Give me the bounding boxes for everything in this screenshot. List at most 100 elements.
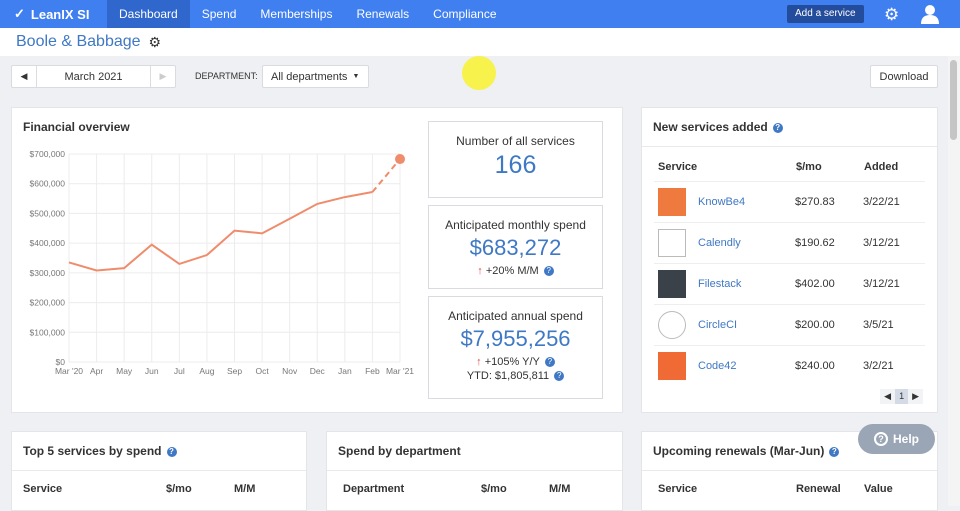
service-added: 3/22/21 <box>863 196 900 208</box>
col-service: Service <box>658 161 698 173</box>
col-mm: M/M <box>234 483 256 495</box>
service-link[interactable]: CircleCI <box>698 319 738 331</box>
download-button[interactable]: Download <box>870 65 938 88</box>
help-button[interactable]: ? Help <box>858 424 935 454</box>
service-link[interactable]: KnowBe4 <box>698 196 746 208</box>
page-scrollbar[interactable] <box>948 56 960 506</box>
service-link[interactable]: Code42 <box>698 360 737 372</box>
settings-gear-icon[interactable]: ⚙ <box>884 5 900 24</box>
dept-header: Department $/mo M/M <box>327 471 622 507</box>
department-dropdown[interactable]: All departments ▼ <box>262 65 369 88</box>
renewals-title-text: Upcoming renewals (Mar-Jun) <box>653 444 825 458</box>
help-icon[interactable]: ? <box>166 446 177 457</box>
service-logo-icon <box>658 188 686 216</box>
question-icon: ? <box>873 432 888 446</box>
new-service-row: KnowBe4 $270.83 3/22/21 <box>654 181 925 222</box>
service-link[interactable]: Calendly <box>698 237 741 249</box>
annual-spend-value: $7,955,256 <box>460 326 571 351</box>
service-added: 3/12/21 <box>863 237 900 249</box>
help-icon[interactable]: ? <box>829 446 840 457</box>
annual-spend-label: Anticipated annual spend <box>448 309 583 323</box>
services-count-card: Number of all services 166 <box>428 121 603 198</box>
col-renewal: Renewal <box>796 483 841 495</box>
y-tick-label: $700,000 <box>30 149 66 159</box>
cursor-highlight <box>462 56 496 90</box>
col-department: Department <box>343 483 405 495</box>
service-price: $190.62 <box>795 237 835 249</box>
y-tick-label: $200,000 <box>30 298 66 308</box>
department-value: All departments <box>271 70 348 83</box>
service-price: $240.00 <box>795 360 835 372</box>
service-logo-icon <box>658 311 686 339</box>
y-tick-label: $500,000 <box>30 208 66 218</box>
nav-compliance[interactable]: Compliance <box>433 7 497 21</box>
monthly-spend-value: $683,272 <box>469 235 562 260</box>
nav-memberships[interactable]: Memberships <box>260 7 333 21</box>
new-services-title-text: New services added <box>653 120 768 134</box>
nav-spend[interactable]: Spend <box>201 7 237 21</box>
help-icon[interactable]: ? <box>554 371 565 382</box>
scrollbar-thumb[interactable] <box>950 60 957 140</box>
brand-logo[interactable]: ✓ LeanIX SI <box>0 6 107 22</box>
help-icon[interactable]: ? <box>544 357 555 368</box>
x-tick-label: Apr <box>90 366 103 376</box>
title-bar: Boole & Babbage ⚙ <box>0 28 960 56</box>
company-settings-gear-icon[interactable]: ⚙ <box>148 33 162 50</box>
new-services-title: New services added? <box>642 108 937 147</box>
col-mm: M/M <box>549 483 571 495</box>
spend-line-chart: $0 $100,000 $200,000 $300,000 $400,000 $500,0… <box>30 149 415 376</box>
help-icon[interactable]: ? <box>772 122 783 133</box>
next-month-button[interactable]: ▶ <box>150 66 175 87</box>
top5-title: Top 5 services by spend? <box>12 432 306 471</box>
annual-change: +105% Y/Y <box>484 356 540 368</box>
pagination: ◀ 1 ▶ <box>880 389 923 404</box>
financial-overview-title: Financial overview <box>23 120 130 134</box>
x-tick-label: Aug <box>199 366 214 376</box>
month-picker: ◀ March 2021 ▶ <box>11 65 176 88</box>
nav-dashboard[interactable]: Dashboard <box>107 0 190 28</box>
col-service: Service <box>23 483 63 495</box>
user-icon[interactable] <box>921 4 939 24</box>
ytd-spend: YTD: $1,805,811 <box>466 370 550 382</box>
x-tick-label: Sep <box>227 366 242 376</box>
new-service-row: Code42 $240.00 3/2/21 <box>654 345 925 386</box>
col-value: Value <box>864 483 893 495</box>
projected-line <box>371 158 401 193</box>
monthly-spend-label: Anticipated monthly spend <box>445 218 586 232</box>
service-link[interactable]: Filestack <box>698 278 742 290</box>
add-service-button[interactable]: Add a service <box>787 5 864 23</box>
service-added: 3/2/21 <box>863 360 894 372</box>
y-tick-label: $0 <box>56 357 66 367</box>
service-price: $270.83 <box>795 196 835 208</box>
x-tick-label: Mar '20 <box>55 366 83 376</box>
nav-renewals[interactable]: Renewals <box>356 7 410 21</box>
prev-month-button[interactable]: ◀ <box>12 66 37 87</box>
company-name: Boole & Babbage <box>16 33 141 50</box>
monthly-spend-card: Anticipated monthly spend $683,272 ↑ +20… <box>428 205 603 289</box>
department-label: DEPARTMENT: <box>195 71 258 81</box>
spend-line <box>68 191 373 272</box>
x-tick-label: Jul <box>174 366 185 376</box>
top5-panel: Top 5 services by spend? Service $/mo M/M <box>11 431 307 511</box>
new-service-row: Calendly $190.62 3/12/21 <box>654 222 925 263</box>
service-logo-icon <box>658 229 686 257</box>
new-service-row: CircleCI $200.00 3/5/21 <box>654 304 925 345</box>
caret-down-icon: ▼ <box>352 73 360 80</box>
new-services-panel: New services added? Service $/mo Added K… <box>641 107 938 413</box>
col-added: Added <box>864 161 899 173</box>
brand-name: LeanIX SI <box>30 6 90 22</box>
help-label: Help <box>892 432 919 446</box>
top5-header: Service $/mo M/M <box>12 471 306 507</box>
help-icon[interactable]: ? <box>543 266 554 277</box>
page-1-button[interactable]: 1 <box>895 389 909 404</box>
month-label: March 2021 <box>64 70 123 83</box>
y-tick-label: $300,000 <box>30 268 66 278</box>
next-page-button[interactable]: ▶ <box>912 391 919 401</box>
col-price: $/mo <box>166 483 192 495</box>
service-added: 3/5/21 <box>863 319 894 331</box>
service-price: $402.00 <box>795 278 835 290</box>
prev-page-button[interactable]: ◀ <box>884 391 892 401</box>
new-service-row: Filestack $402.00 3/12/21 <box>654 263 925 304</box>
top5-title-text: Top 5 services by spend <box>23 444 162 458</box>
dept-panel: Spend by department Department $/mo M/M <box>326 431 623 511</box>
